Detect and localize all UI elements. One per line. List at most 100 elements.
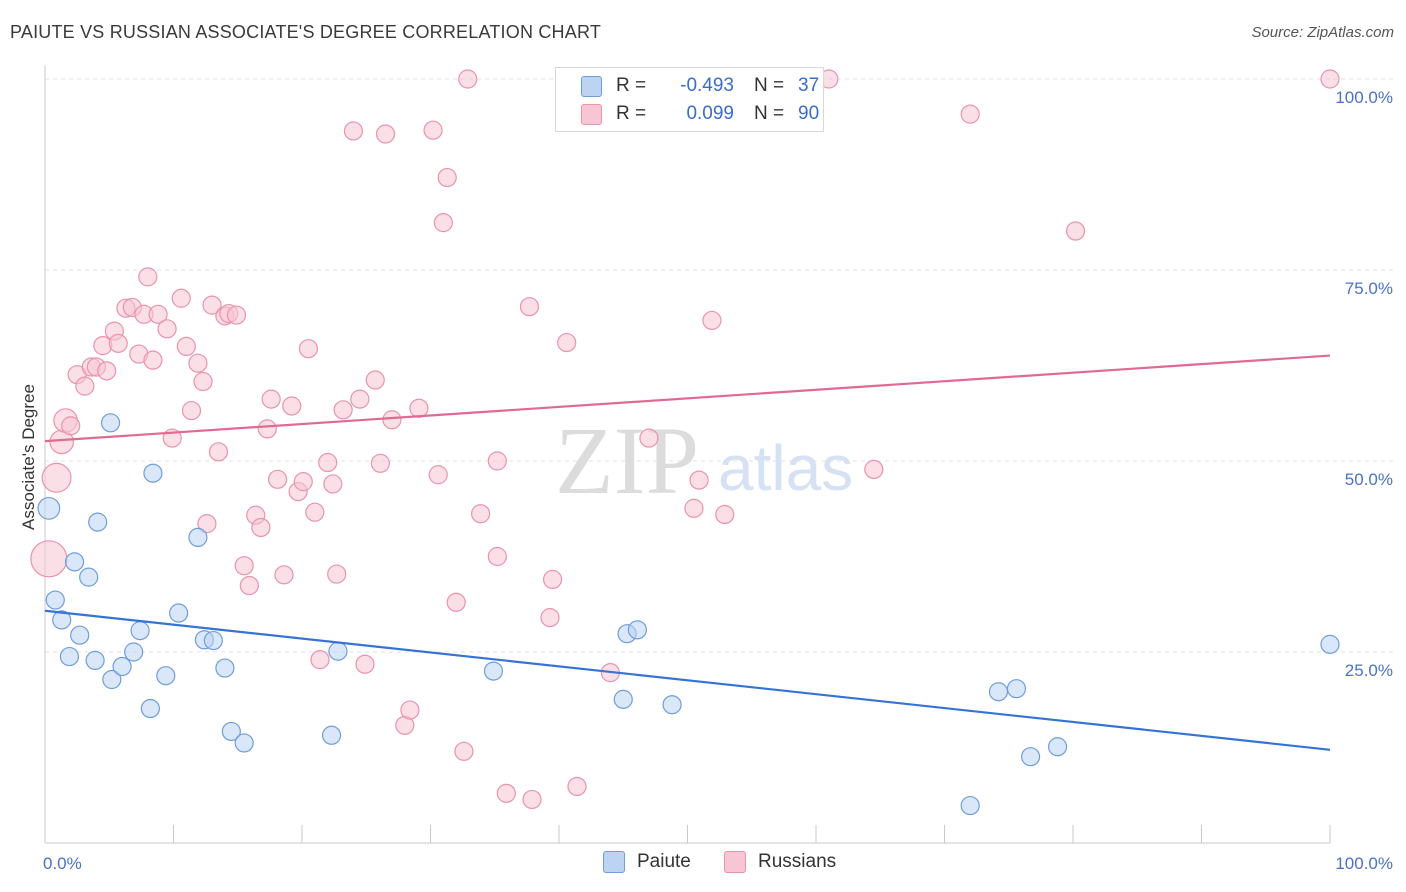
russians-point — [257, 419, 277, 439]
russians-point — [310, 650, 330, 670]
legend-n-value: 37 — [798, 75, 820, 96]
russians-point — [365, 370, 385, 390]
paiute-point — [1006, 679, 1027, 699]
russians-point — [188, 353, 208, 373]
russians-point — [282, 396, 302, 416]
russians-point — [298, 339, 319, 359]
russians-point — [437, 167, 457, 188]
correlation-legend: R = -0.493 N = 37 R = 0.099 N = 90 — [555, 67, 824, 132]
paiute-point — [59, 646, 80, 667]
series-legend: Paiute Russians — [0, 851, 1406, 879]
legend-r-label: R = — [616, 75, 647, 96]
russians-trend-line — [44, 354, 1331, 443]
axes — [44, 66, 1331, 844]
paiute-point — [483, 661, 504, 681]
russians-swatch — [581, 103, 602, 125]
x-tick-label: 0.0% — [43, 854, 82, 873]
russians-point — [323, 474, 343, 494]
legend-r-value: 0.099 — [686, 103, 734, 124]
paiute-point — [52, 610, 72, 630]
russians-point — [557, 332, 577, 353]
russians-point — [333, 400, 353, 420]
paiute-point — [64, 552, 85, 572]
paiute-point — [221, 721, 241, 742]
russians-point — [148, 304, 168, 324]
y-tick-label: 100.0% — [1335, 88, 1393, 107]
y-tick-label: 50.0% — [1345, 470, 1393, 489]
russians-point — [41, 462, 72, 493]
paiute-point — [88, 512, 108, 532]
russians-point — [471, 504, 491, 524]
paiute-point — [124, 642, 144, 662]
russians-point — [542, 569, 563, 590]
russians-point — [239, 575, 259, 596]
paiute-point — [960, 795, 980, 816]
watermark-atlas: atlas — [718, 432, 853, 504]
russians-point — [428, 465, 448, 485]
russians-point — [960, 104, 980, 124]
russians-point — [202, 295, 222, 315]
russians-point — [689, 470, 709, 490]
russians-point — [61, 416, 81, 436]
russians-point — [251, 517, 271, 538]
russians-point — [226, 305, 247, 325]
russians-point — [143, 350, 163, 370]
watermark: ZIP atlas — [555, 407, 853, 514]
paiute-legend-label: Paiute — [637, 851, 691, 872]
paiute-point — [130, 621, 150, 641]
russians-point — [350, 389, 370, 409]
russians-point — [318, 452, 338, 473]
tick-labels: 25.0% 50.0% 75.0% 100.0% 0.0% 100.0% — [43, 88, 1393, 873]
chart-source: Source: ZipAtlas.com — [1251, 24, 1394, 41]
russians-point — [108, 333, 128, 353]
paiute-swatch — [581, 75, 602, 97]
russians-point — [522, 789, 542, 810]
chart-title: PAIUTE VS RUSSIAN ASSOCIATE'S DEGREE COR… — [10, 22, 602, 42]
paiute-point — [143, 463, 163, 483]
paiute-point — [1320, 634, 1340, 654]
russians-point — [400, 700, 420, 720]
paiute-point — [100, 413, 121, 433]
russians-point — [639, 428, 659, 448]
russians-point — [1320, 69, 1340, 89]
paiute-point — [45, 590, 65, 610]
russians-point — [261, 389, 281, 409]
russians-point — [138, 267, 158, 287]
paiute-point — [215, 658, 235, 678]
russians-point — [97, 361, 117, 381]
paiute-point — [169, 603, 189, 623]
russians-point — [864, 459, 884, 480]
russians-point — [181, 400, 202, 421]
russians-point — [343, 121, 363, 141]
paiute-trend-line — [44, 609, 1331, 751]
legend-r-label: R = — [616, 103, 647, 124]
paiute-point — [203, 630, 223, 651]
russians-point — [305, 502, 325, 522]
trend-lines — [44, 354, 1331, 751]
russians-point — [355, 654, 375, 674]
y-tick-label: 75.0% — [1345, 279, 1393, 298]
russians-point — [454, 741, 474, 761]
russians-point — [567, 776, 587, 797]
russians-point — [409, 398, 429, 418]
paiute-point — [627, 620, 647, 640]
russians-legend-label: Russians — [758, 851, 837, 872]
paiute-point — [37, 496, 61, 520]
russians-point — [327, 564, 347, 584]
russians-point — [487, 546, 507, 567]
legend-item-russians: Russians — [724, 851, 836, 873]
russians-point — [702, 310, 722, 331]
russians-point — [370, 453, 390, 473]
paiute-point — [112, 656, 132, 677]
paiute-point — [156, 666, 176, 686]
russians-point — [540, 608, 560, 628]
paiute-point — [234, 733, 254, 753]
paiute-point — [79, 567, 99, 587]
paiute-legend-swatch — [603, 851, 625, 873]
russians-point — [193, 371, 213, 392]
paiute-point — [1020, 747, 1041, 767]
paiute-point — [321, 725, 342, 745]
russians-point — [274, 565, 294, 585]
legend-n-label: N = — [754, 103, 785, 124]
russians-legend-swatch — [724, 851, 746, 873]
